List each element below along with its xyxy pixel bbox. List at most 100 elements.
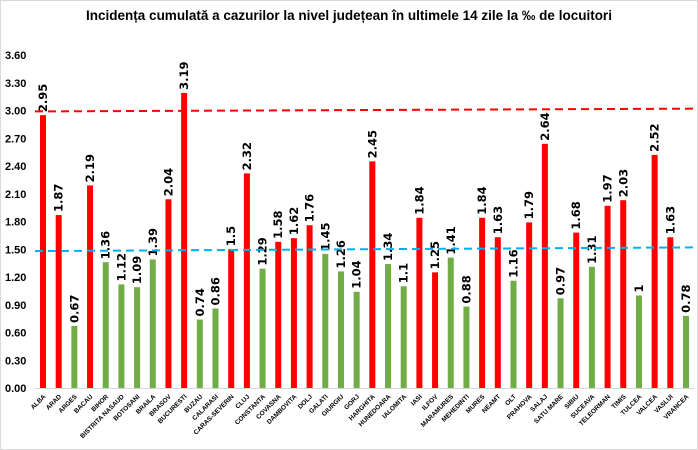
bar-harghita (369, 161, 376, 388)
data-label: 1.1 (397, 263, 411, 283)
data-label: 1.26 (334, 240, 348, 268)
y-tick-label: 3.30 (5, 78, 26, 90)
bar-gorj (353, 291, 360, 388)
data-label: 2.32 (240, 142, 254, 170)
bar-bucuresti (181, 92, 188, 389)
y-tick-label: 2.40 (5, 161, 26, 173)
chart-title: Incidența cumulată a cazurilor la nivel … (86, 8, 612, 23)
bar-botosani (134, 287, 141, 388)
data-label: 0.88 (459, 275, 473, 303)
data-label: 2.45 (365, 130, 379, 158)
bar-cluj (243, 173, 250, 388)
data-label: 0.97 (554, 267, 568, 295)
bar-vrancea (683, 315, 689, 388)
data-label: 1.76 (303, 194, 317, 222)
bar-iasi (416, 217, 423, 388)
data-label: 1.41 (444, 226, 458, 254)
bar-mures (479, 217, 486, 388)
data-label: 1.68 (569, 201, 583, 229)
bar-buzau (196, 319, 203, 388)
data-label: 1.39 (146, 228, 160, 256)
bar-neamt (494, 237, 501, 388)
data-label: 1.62 (287, 207, 301, 235)
y-tick-label: 2.70 (5, 133, 26, 145)
bar-satu-mare (557, 298, 564, 388)
data-label: 2.04 (161, 168, 175, 196)
data-label: 2.64 (538, 112, 552, 140)
bar-maramures (447, 257, 454, 388)
bar-bacau (87, 185, 94, 388)
y-tick-label: 0.00 (5, 383, 26, 395)
data-label: 1.84 (475, 186, 489, 214)
data-label: 1.36 (99, 231, 113, 259)
category-label: ALBA (30, 393, 48, 411)
bar-dolj (306, 225, 313, 388)
bar-arges (71, 326, 78, 388)
y-tick-label: 0.30 (5, 355, 26, 367)
y-tick-label: 3.60 (5, 50, 26, 62)
bar-constanta (259, 268, 266, 388)
data-label: 0.74 (193, 288, 207, 316)
y-tick-label: 1.20 (5, 272, 26, 284)
data-label: 1.63 (491, 206, 505, 234)
data-label: 3.19 (177, 62, 191, 90)
bar-covasna (275, 241, 282, 388)
data-label: 1.31 (585, 235, 599, 263)
bar-suceava (588, 266, 595, 388)
data-label: 2.19 (83, 154, 97, 182)
reference-line-0 (34, 107, 696, 113)
data-label: 2.52 (648, 124, 662, 152)
bar-hunedoara (385, 264, 392, 388)
data-label: 1.97 (601, 174, 615, 202)
y-tick-label: 0.90 (5, 300, 26, 312)
data-label: 1.04 (350, 260, 364, 288)
data-label: 1.84 (412, 186, 426, 214)
data-label: 1.63 (663, 206, 677, 234)
data-label: 0.67 (67, 295, 81, 323)
bar-dambovita (290, 238, 297, 388)
bar-giurgiu (337, 271, 344, 388)
bar-calarasi (212, 308, 219, 388)
bar-sibiu (573, 232, 580, 388)
bar-teleorman (604, 205, 611, 388)
bar-valcea (651, 154, 658, 388)
bar-braila (149, 259, 156, 388)
bar-ilfov (432, 272, 439, 388)
bar-caras-severin (228, 249, 235, 388)
bar-vaslui (667, 237, 674, 388)
bar-tulcea (635, 295, 642, 388)
data-label: 1.34 (381, 233, 395, 261)
y-tick-label: 1.50 (5, 244, 26, 256)
bar-timis (620, 200, 627, 388)
data-label: 0.78 (679, 284, 693, 312)
data-label: 1.87 (52, 184, 66, 212)
bar-olt (510, 280, 517, 388)
bar-arad (55, 215, 62, 388)
data-label: 1.45 (318, 223, 332, 251)
bar-galati (322, 253, 329, 388)
data-label: 1.29 (256, 237, 270, 265)
bar-bistrita-nasaud (118, 284, 125, 388)
data-label: 2.03 (616, 169, 630, 197)
data-label: 2.95 (36, 84, 50, 112)
data-label: 0.86 (209, 277, 223, 305)
data-label: 1.16 (506, 249, 520, 277)
bar-bihor (102, 262, 109, 388)
bar-mehedinti (463, 306, 470, 388)
data-label: 1.58 (271, 210, 285, 238)
bar-prahova (526, 222, 533, 388)
data-label: 1.79 (522, 191, 536, 219)
y-tick-label: 3.00 (5, 106, 26, 118)
data-label: 1.5 (224, 226, 238, 246)
data-label: 1.12 (114, 253, 128, 281)
data-label: 1 (632, 284, 646, 292)
bar-salaj (541, 143, 548, 388)
reference-line-1 (34, 246, 696, 253)
y-tick-label: 2.10 (5, 189, 26, 201)
y-tick-label: 1.80 (5, 217, 26, 229)
data-label: 1.09 (130, 256, 144, 284)
bar-brasov (165, 199, 172, 388)
y-tick-label: 0.60 (5, 328, 26, 340)
bar-ialomita (400, 286, 407, 388)
